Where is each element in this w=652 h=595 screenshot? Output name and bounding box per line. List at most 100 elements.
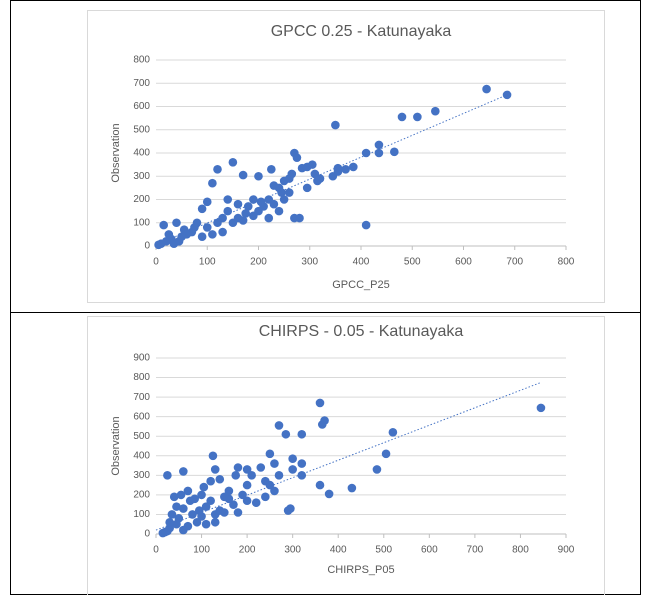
point (190, 223, 199, 232)
y-tick-label: 300 (133, 171, 150, 182)
point (361, 220, 371, 230)
x-tick-label: 200 (239, 545, 256, 556)
point (242, 465, 252, 474)
point (213, 164, 222, 174)
point (284, 188, 294, 197)
y-tick-label: 500 (133, 124, 150, 135)
y-tick-label: 900 (133, 353, 150, 364)
point (192, 517, 202, 527)
point (233, 199, 243, 209)
point (210, 510, 220, 519)
x-tick-label: 600 (421, 545, 438, 556)
point (238, 216, 248, 225)
point (201, 502, 211, 511)
point (341, 164, 350, 174)
point (233, 463, 243, 472)
point (254, 171, 263, 181)
point (381, 449, 391, 459)
point (269, 199, 279, 209)
point (208, 230, 217, 239)
point (210, 517, 220, 527)
point (169, 239, 179, 248)
chart-frame (87, 10, 605, 303)
point (242, 496, 252, 506)
point (261, 476, 270, 486)
point (169, 492, 179, 502)
point (247, 471, 256, 480)
x-tick-label: 500 (375, 545, 392, 556)
point (274, 206, 284, 216)
y-tick-label: 300 (133, 470, 150, 481)
point (249, 211, 258, 221)
point (397, 112, 407, 122)
y-tick-label: 200 (133, 490, 150, 501)
y-tick-label: 600 (133, 101, 150, 112)
point (167, 510, 177, 519)
point (172, 519, 181, 529)
trendline (155, 381, 542, 531)
point (229, 500, 238, 509)
point (172, 218, 181, 228)
point (223, 206, 233, 216)
point (179, 525, 188, 535)
point (163, 471, 172, 480)
point (264, 213, 274, 223)
x-tick-label: 600 (455, 257, 472, 268)
point (277, 188, 286, 197)
point (297, 459, 307, 468)
chart-title: GPCC 0.25 - Katunayaka (271, 23, 452, 40)
y-tick-label: 0 (144, 241, 150, 252)
point (164, 230, 174, 239)
point (215, 474, 225, 484)
chart-title: CHIRPS - 0.05 - Katunayaka (259, 323, 464, 340)
point (413, 112, 422, 122)
y-tick-label: 700 (133, 392, 150, 403)
x-tick-label: 100 (199, 257, 216, 268)
point (228, 158, 238, 167)
y-tick-label: 700 (133, 78, 150, 89)
y-tick-label: 400 (133, 148, 150, 159)
x-tick-label: 100 (193, 545, 210, 556)
point (179, 467, 188, 476)
point (281, 429, 291, 439)
y-tick-label: 800 (133, 55, 150, 66)
y-axis-title: Observation (110, 416, 122, 475)
x-tick-label: 300 (301, 257, 318, 268)
point (431, 106, 440, 116)
x-axis-title: CHIRPS_P05 (327, 564, 394, 576)
y-axis-title: Observation (110, 123, 122, 182)
x-tick-label: 900 (558, 545, 575, 556)
point (324, 489, 334, 499)
point (159, 220, 168, 230)
point (270, 486, 279, 496)
point (536, 403, 546, 413)
point (197, 512, 206, 521)
point (274, 421, 284, 430)
y-tick-label: 400 (133, 450, 150, 461)
x-tick-label: 500 (404, 257, 421, 268)
point (199, 482, 209, 492)
point (331, 120, 340, 130)
point (202, 223, 212, 232)
point (197, 204, 207, 214)
point (315, 398, 325, 408)
point (197, 232, 207, 241)
point (208, 451, 218, 461)
point (333, 163, 343, 173)
point (297, 429, 307, 439)
point (347, 483, 357, 493)
point (172, 502, 181, 511)
x-tick-label: 0 (153, 545, 159, 556)
point (213, 218, 222, 228)
point (317, 420, 327, 429)
point (224, 486, 234, 496)
point (183, 486, 193, 496)
table-border (10, 0, 641, 595)
point (288, 465, 297, 474)
point (241, 209, 250, 218)
point (374, 148, 384, 158)
point (265, 449, 275, 459)
point (208, 178, 217, 188)
y-tick-label: 100 (133, 509, 150, 520)
point (249, 195, 258, 204)
